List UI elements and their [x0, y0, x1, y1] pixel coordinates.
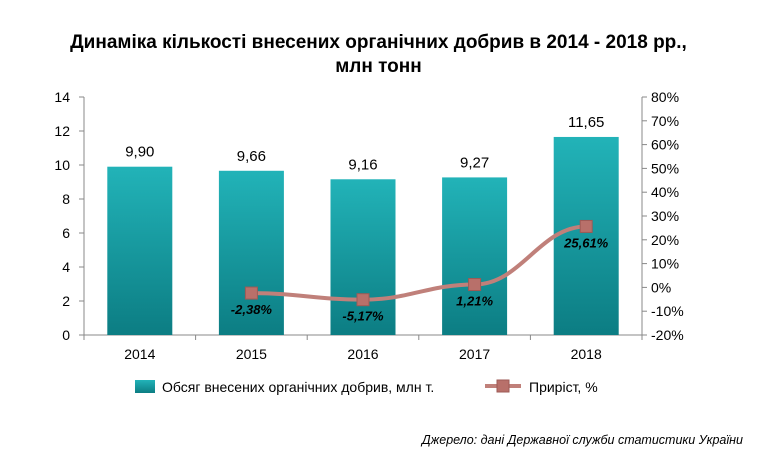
chart-title: Динаміка кількості внесених органічних д…	[70, 32, 687, 53]
y-left-tick-label: 2	[62, 293, 70, 309]
legend-line-label: Приріст, %	[529, 379, 598, 395]
growth-point-marker	[244, 286, 258, 300]
y-left-tick-label: 14	[54, 89, 70, 105]
x-tick-label: 2017	[459, 346, 490, 362]
growth-data-label: 25,61%	[563, 235, 609, 250]
y-right-tick-label: 70%	[651, 113, 679, 129]
y-left-tick-label: 0	[62, 327, 70, 343]
y-left-tick-label: 8	[62, 191, 70, 207]
y-right-tick-label: 20%	[651, 232, 679, 248]
y-right-tick-label: -10%	[651, 303, 684, 319]
y-left-tick-label: 10	[54, 157, 70, 173]
source-note: Джерело: дані Державної служби статистик…	[421, 433, 743, 447]
y-right-tick-label: 30%	[651, 208, 679, 224]
x-tick-label: 2018	[571, 346, 602, 362]
x-tick-label: 2015	[236, 346, 267, 362]
growth-data-label: -5,17%	[342, 309, 384, 324]
bar	[553, 136, 619, 335]
y-right-tick-label: 10%	[651, 256, 679, 272]
bar-data-label: 9,66	[237, 148, 266, 165]
bar-data-label: 9,16	[348, 156, 377, 173]
bar	[330, 179, 396, 335]
bar-data-label: 9,27	[460, 154, 489, 171]
bar-data-label: 9,90	[125, 144, 154, 161]
y-right-tick-label: 80%	[651, 89, 679, 105]
growth-point-marker	[468, 278, 482, 292]
legend-line-marker	[496, 379, 510, 393]
growth-data-label: 1,21%	[456, 294, 493, 309]
y-right-tick-label: 60%	[651, 137, 679, 153]
bar-data-label: 11,65	[568, 114, 604, 131]
growth-data-label: -2,38%	[231, 302, 273, 317]
bar	[442, 177, 508, 335]
y-right-tick-label: 50%	[651, 160, 679, 176]
legend-bar-label: Обсяг внесених органічних добрив, млн т.	[162, 379, 434, 395]
growth-point-marker	[579, 219, 593, 233]
y-right-tick-label: 0%	[651, 279, 671, 295]
bar	[218, 170, 284, 335]
bar	[107, 166, 173, 335]
legend-bar-swatch	[135, 380, 155, 393]
x-tick-label: 2014	[124, 346, 155, 362]
y-left-tick-label: 12	[54, 123, 70, 139]
y-left-tick-label: 6	[62, 225, 70, 241]
growth-line	[251, 224, 587, 302]
y-left-tick-label: 4	[62, 259, 70, 275]
chart-subtitle: млн тонн	[335, 56, 422, 77]
x-tick-label: 2016	[347, 346, 378, 362]
y-right-tick-label: 40%	[651, 184, 679, 200]
growth-point-marker	[356, 293, 370, 307]
y-right-tick-label: -20%	[651, 327, 684, 343]
